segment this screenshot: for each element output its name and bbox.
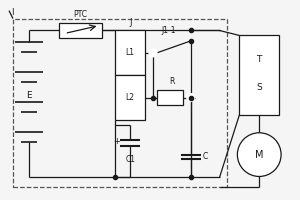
Circle shape [149, 49, 157, 57]
Bar [157, 90, 183, 105]
Text: +: + [113, 137, 120, 146]
Circle shape [237, 133, 281, 176]
Text: PTC: PTC [74, 10, 88, 19]
Text: J1-1: J1-1 [162, 26, 176, 35]
Text: M: M [255, 150, 263, 160]
Text: E: E [26, 91, 32, 100]
Bar [58, 23, 102, 38]
Bar [13, 19, 227, 187]
Text: C: C [202, 152, 208, 161]
Bar [115, 75, 145, 120]
Text: J: J [129, 18, 131, 27]
Text: S: S [256, 83, 262, 92]
Text: C1: C1 [125, 155, 135, 164]
Circle shape [187, 94, 195, 101]
Text: T: T [256, 55, 262, 64]
Text: I: I [11, 8, 14, 17]
Text: L1: L1 [126, 48, 135, 57]
Bar [115, 30, 145, 75]
Text: R: R [169, 77, 175, 86]
Bar [239, 35, 279, 115]
Text: L2: L2 [126, 93, 135, 102]
